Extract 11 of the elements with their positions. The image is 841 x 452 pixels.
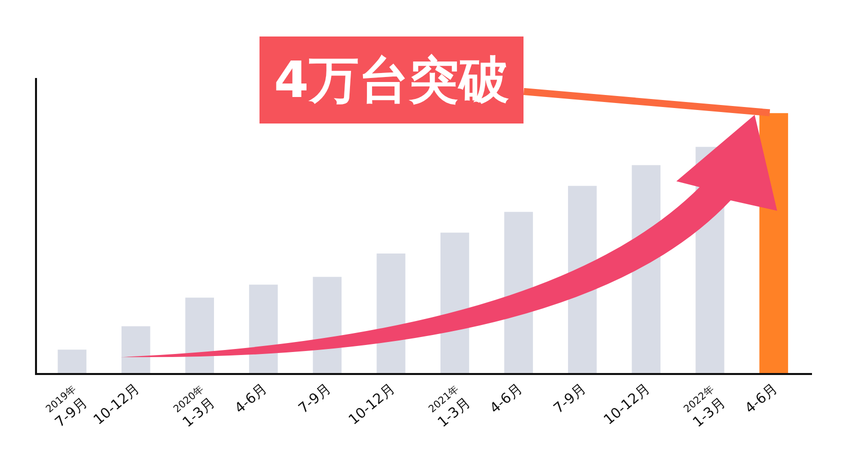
- bar: [58, 350, 86, 373]
- text: 4万台突破: [274, 51, 509, 109]
- x-tick-label: 4-6月: [487, 380, 526, 417]
- x-tick-label: 4-6月: [232, 380, 271, 417]
- bar: [185, 298, 214, 373]
- x-tick-label: 7-9月: [550, 380, 590, 417]
- bar: [249, 284, 278, 373]
- x-tick-label: 7-9月: [296, 380, 334, 417]
- x-tick-label: 4-6月: [742, 380, 781, 417]
- bar: [122, 326, 150, 373]
- bar: [759, 113, 788, 373]
